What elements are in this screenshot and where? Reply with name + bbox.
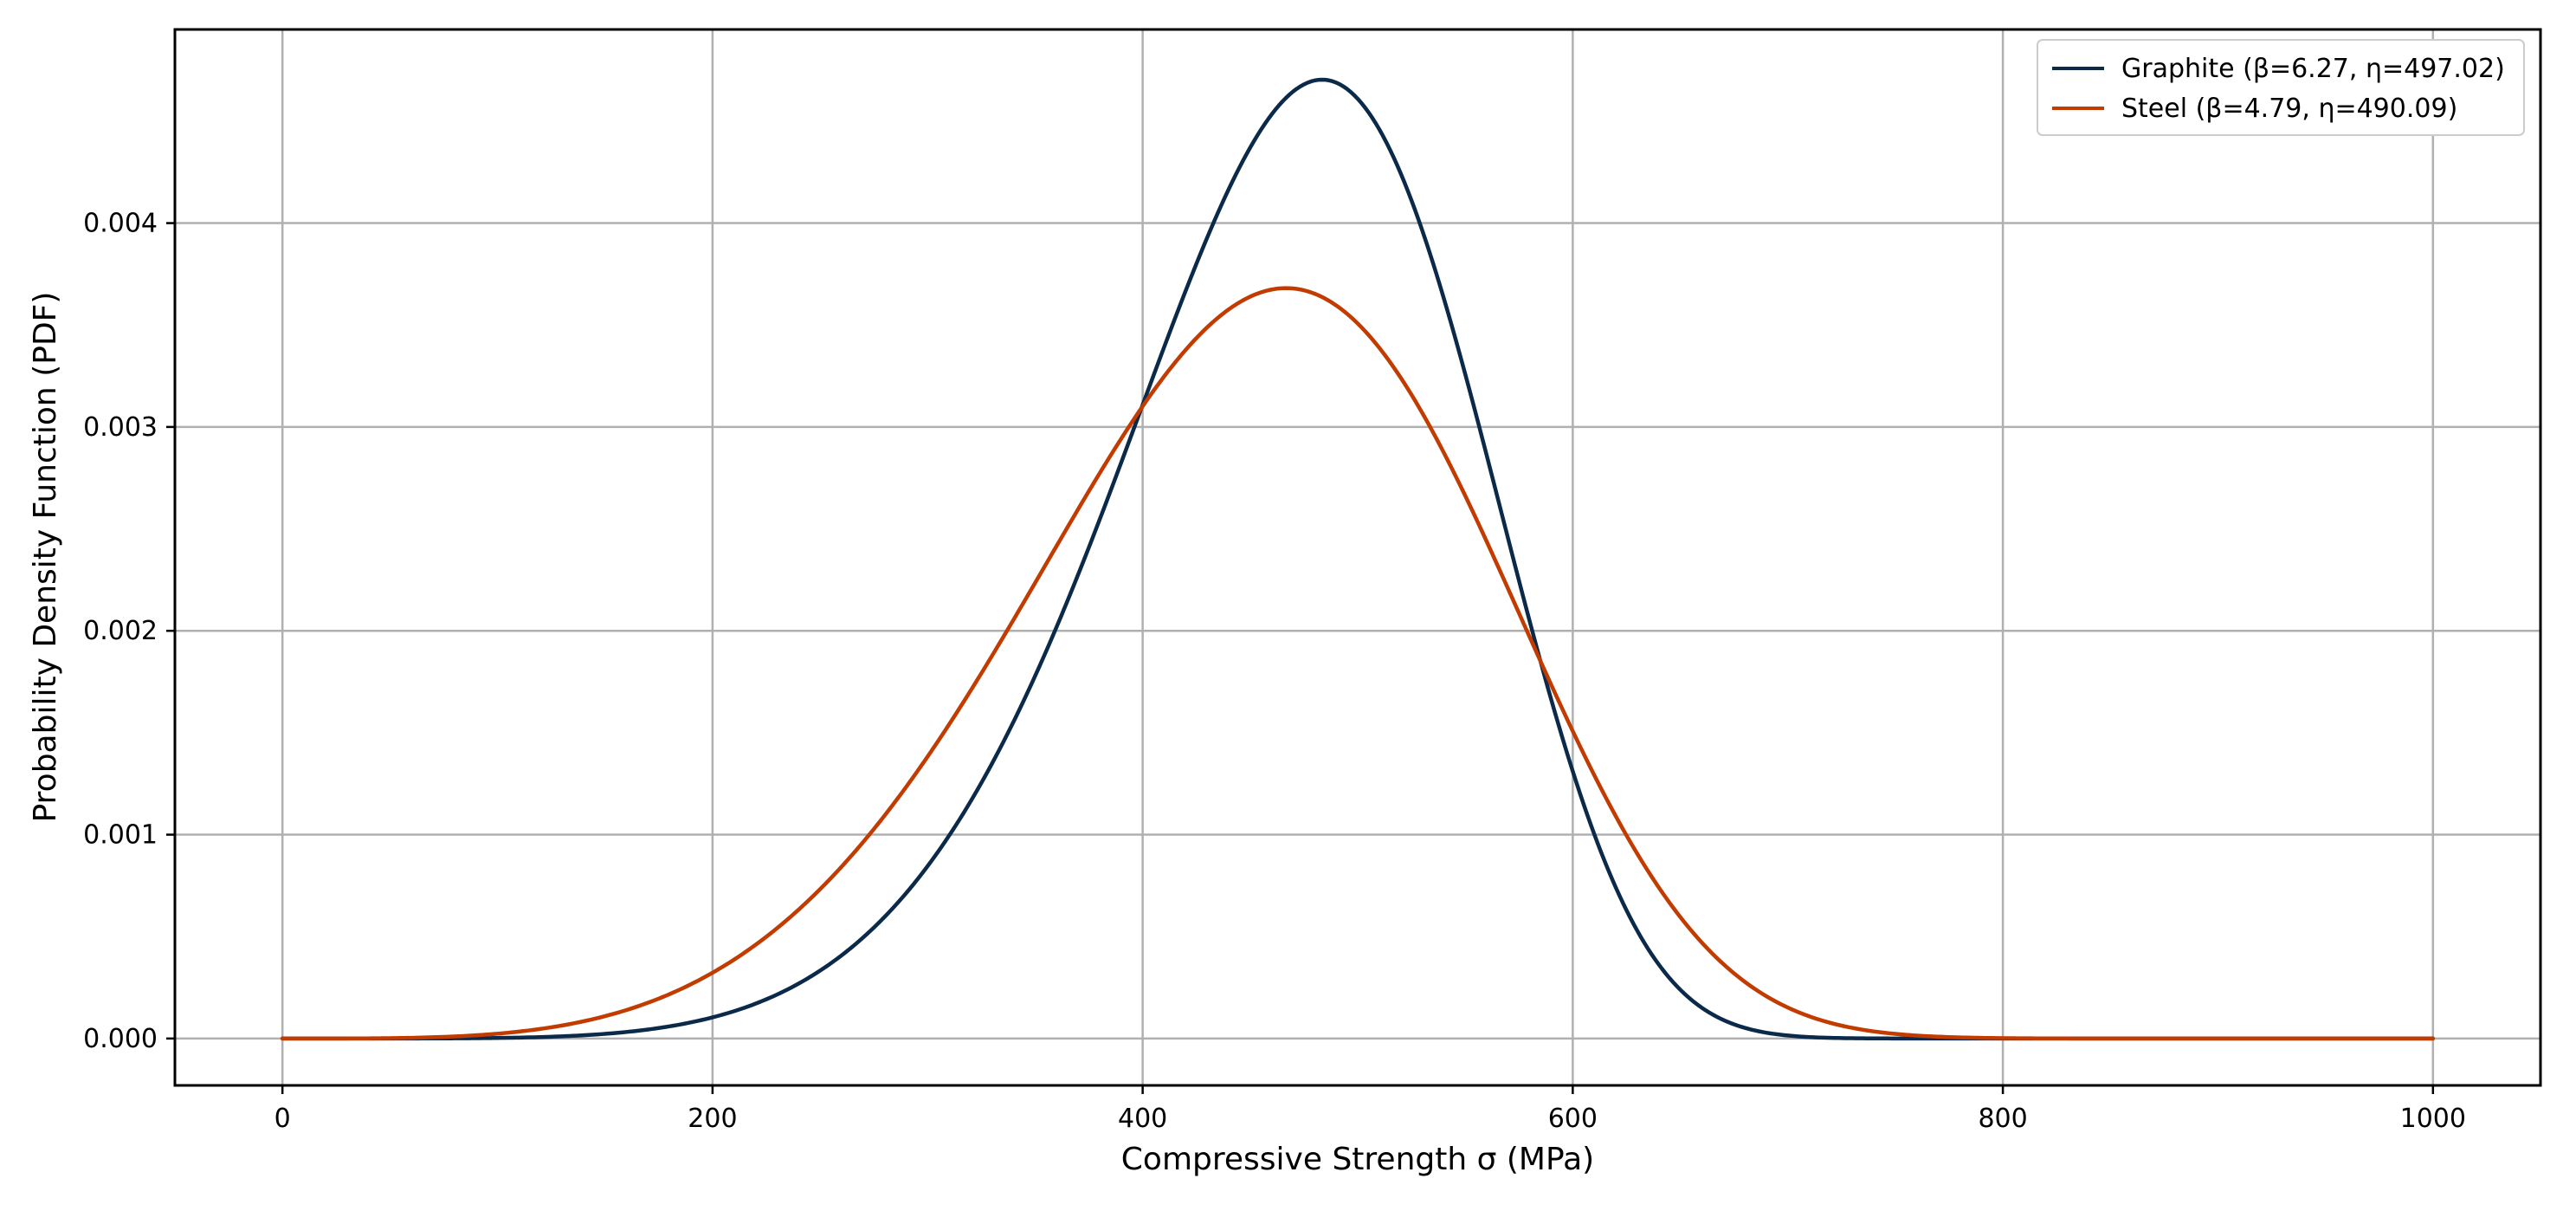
legend: Graphite (β=6.27, η=497.02) Steel (β=4.7…: [2037, 39, 2525, 136]
x-axis-ticks: 0 200 400 600 800 1000: [274, 1085, 2466, 1134]
x-tick-label: 400: [1118, 1104, 1167, 1134]
y-axis-label: Probability Density Function (PDF): [28, 292, 63, 823]
legend-label-graphite: Graphite (β=6.27, η=497.02): [2121, 54, 2505, 84]
y-tick-label: 0.002: [83, 616, 158, 646]
legend-label-steel: Steel (β=4.79, η=490.09): [2121, 94, 2457, 124]
x-tick-label: 0: [274, 1104, 291, 1134]
y-tick-label: 0.001: [83, 820, 158, 851]
x-tick-label: 1000: [2400, 1104, 2466, 1134]
y-tick-label: 0.004: [83, 209, 158, 239]
y-axis-ticks: 0.000 0.001 0.002 0.003 0.004: [83, 209, 175, 1054]
axes-frame: [173, 28, 2542, 1087]
x-tick-label: 200: [688, 1104, 737, 1134]
grid: [175, 29, 2540, 1085]
x-tick-label: 800: [1978, 1104, 2027, 1134]
y-tick-label: 0.000: [83, 1024, 158, 1054]
x-axis-label: Compressive Strength σ (MPa): [1121, 1142, 1594, 1177]
legend-box: [2037, 39, 2525, 136]
series-line-steel: [280, 286, 2436, 1041]
y-tick-label: 0.003: [83, 412, 158, 443]
series-layer: [280, 77, 2436, 1041]
x-tick-label: 600: [1548, 1104, 1598, 1134]
